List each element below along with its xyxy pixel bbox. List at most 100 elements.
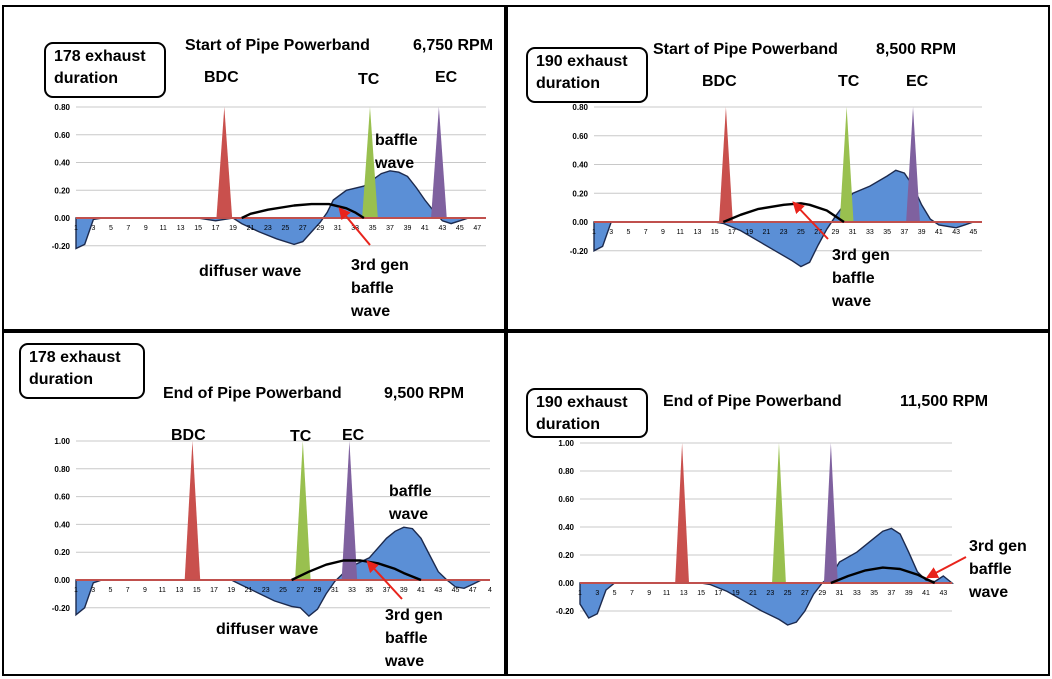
rpm-label: 11,500 RPM: [900, 393, 989, 410]
gen3-baffle-curve: [241, 202, 365, 220]
tc-spike: [772, 443, 786, 583]
x-tick-label: 31: [331, 587, 339, 594]
x-tick-label: 45: [456, 225, 464, 232]
y-tick-label: 0.20: [558, 551, 574, 560]
x-tick-label: 41: [922, 590, 930, 597]
callout-arrow: [792, 201, 829, 240]
bdc-label: BDC: [702, 73, 737, 90]
x-tick-label: 3: [91, 225, 95, 232]
tc-spike: [295, 441, 311, 580]
x-tick-label: 5: [627, 229, 631, 236]
x-tick-label: 11: [159, 587, 166, 594]
y-tick-label: 0.80: [54, 465, 70, 474]
duration-label-box: 178 exhaust duration: [44, 42, 166, 98]
y-tick-label: 0.80: [572, 103, 588, 112]
y-tick-label: -0.20: [570, 247, 589, 256]
duration-label-box: 190 exhaust duration: [526, 388, 648, 438]
callout-arrow: [925, 556, 967, 579]
y-tick-label: 0.60: [558, 495, 574, 504]
x-tick-label: 9: [647, 590, 651, 597]
gen3-line1: 3rd gen: [385, 607, 443, 624]
ec-spike: [823, 443, 838, 583]
chart-panel-1: 0.80 0.60 0.40 0.20 0.00 -0.20 1 3 5 7 9 11 13 15 17 19…: [2, 5, 506, 331]
gen3-line2: baffle: [832, 270, 875, 287]
x-tick-label: 25: [784, 590, 792, 597]
chart-title: End of Pipe Powerband: [163, 385, 342, 402]
ec-spike: [341, 441, 358, 580]
y-tick-label: 0.00: [572, 218, 588, 227]
x-tick-label: 5: [613, 590, 617, 597]
rpm-label: 8,500 RPM: [876, 41, 957, 58]
x-tick-label: 3: [595, 590, 599, 597]
chart-plot-1: 0.800.600.400.200.00-0.201 3 5 7 9 11 13 15 17 19…: [52, 103, 486, 251]
x-tick-label: 17: [715, 590, 723, 597]
chart-plot-4: 1.000.800.600.400.200.00-0.201 3 5 7 9 11 13 15…: [556, 439, 967, 626]
x-tick-label: 3: [91, 587, 95, 594]
y-tick-label: 0.40: [558, 523, 574, 532]
x-tick-label: 9: [144, 225, 148, 232]
x-tick-label: 23: [780, 229, 788, 236]
x-tick-label: 11: [677, 229, 684, 236]
gen3-line1: 3rd gen: [832, 247, 890, 264]
x-tick-label: 43: [438, 225, 446, 232]
bdc-label: BDC: [171, 427, 206, 444]
y-tick-label: 0.80: [558, 467, 574, 476]
x-tick-label: 37: [901, 229, 909, 236]
duration-label-line2: duration: [536, 416, 600, 433]
x-tick-label: 43: [952, 229, 960, 236]
callout-arrow: [366, 560, 403, 600]
x-tick-label: 5: [109, 587, 113, 594]
x-tick-label: 35: [369, 225, 377, 232]
pressure-wave-area: [75, 170, 486, 250]
diffuser-wave-label: diffuser wave: [216, 621, 319, 638]
duration-label-line1: 178 exhaust: [54, 48, 146, 65]
x-tick-label: 3: [609, 229, 613, 236]
x-tick-label: 37: [386, 225, 394, 232]
chart-panel-4: 1.00 0.80 0.60 0.40 0.20 0.00 -0.20 1 3 5 7 9 11 13 15…: [506, 331, 1050, 676]
x-tick-label: 25: [281, 225, 289, 232]
x-tick-label: 4: [488, 587, 492, 594]
chart-plot-3: 1.000.800.600.400.200.00-0.201 3 5 7 9 11 13 15…: [52, 437, 492, 618]
duration-label-line2: duration: [536, 75, 600, 92]
x-tick-label: 23: [264, 225, 272, 232]
x-tick-label: 35: [365, 587, 373, 594]
x-tick-label: 15: [193, 587, 201, 594]
gen3-baffle-wave-label: 3rd gen baffle wave: [832, 244, 890, 313]
y-tick-label: 0.80: [54, 103, 70, 112]
chart-title: End of Pipe Powerband: [663, 393, 842, 410]
x-tick-label: 33: [866, 229, 874, 236]
x-tick-label: 41: [421, 225, 429, 232]
x-tick-label: 9: [661, 229, 665, 236]
y-tick-label: 0.20: [572, 189, 588, 198]
chart-panel-3: 1.00 0.80 0.60 0.40 0.20 0.00 -0.20 1 3 5 7 9 11 13 15…: [2, 331, 506, 676]
baffle-wave-line2: wave: [375, 155, 415, 172]
x-tick-label: 25: [797, 229, 805, 236]
x-tick-label: 15: [697, 590, 705, 597]
duration-label-line1: 190 exhaust: [536, 394, 628, 411]
x-tick-label: 27: [801, 590, 809, 597]
x-tick-label: 31: [836, 590, 844, 597]
x-tick-label: 39: [905, 590, 913, 597]
chart-title: Start of Pipe Powerband: [185, 37, 370, 54]
duration-label-box: 178 exhaust duration: [19, 343, 145, 399]
y-tick-label: -0.20: [52, 604, 71, 613]
tc-label: TC: [358, 71, 380, 88]
baffle-wave-line2: wave: [389, 506, 429, 523]
baffle-wave-line1: baffle: [389, 483, 432, 500]
gen3-line3: wave: [969, 584, 1009, 601]
gen3-line2: baffle: [385, 630, 428, 647]
y-tick-label: -0.20: [556, 607, 575, 616]
y-tick-label: 0.40: [54, 520, 70, 529]
x-tick-label: 13: [177, 225, 185, 232]
x-tick-label: 1: [74, 587, 78, 594]
x-tick-label: 7: [126, 587, 130, 594]
y-tick-label: 0.20: [54, 186, 70, 195]
y-tick-label: -0.20: [52, 242, 71, 251]
gen3-line1: 3rd gen: [351, 257, 409, 274]
chart-title: Start of Pipe Powerband: [653, 41, 838, 58]
duration-label-line2: duration: [54, 70, 118, 87]
x-tick-label: 29: [316, 225, 324, 232]
x-tick-label: 5: [109, 225, 113, 232]
tc-spike: [362, 107, 378, 218]
x-tick-label: 45: [452, 587, 460, 594]
